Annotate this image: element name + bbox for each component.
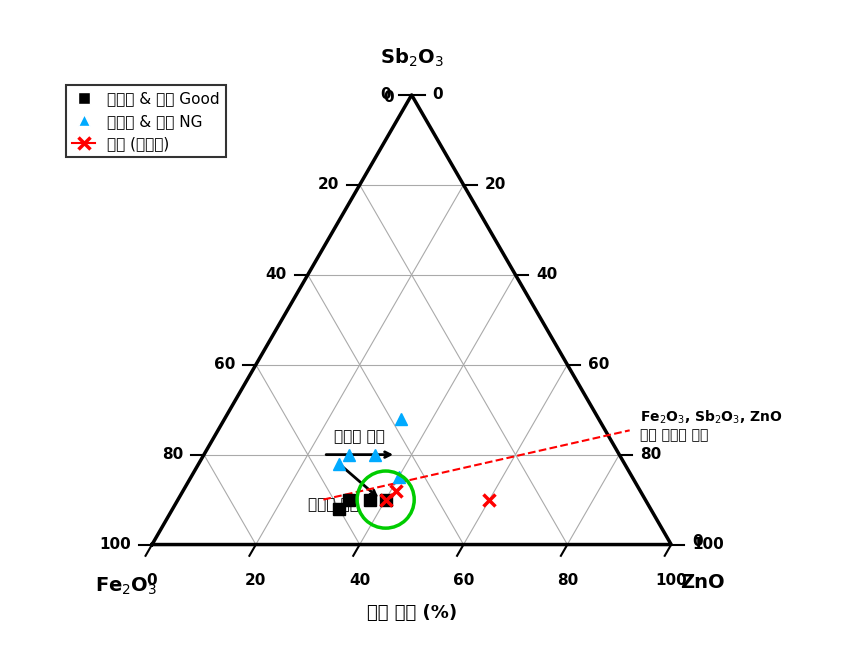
Text: 100: 100 [692,537,723,552]
Text: 20: 20 [484,178,506,193]
Text: 60: 60 [214,357,235,372]
Text: 0: 0 [381,88,391,103]
Text: 내수성 향상: 내수성 향상 [308,497,360,512]
Text: 80: 80 [162,447,183,462]
Text: 80: 80 [557,573,578,588]
Text: Fe$_2$O$_3$, Sb$_2$O$_3$, ZnO
최적 함량비 영역: Fe$_2$O$_3$, Sb$_2$O$_3$, ZnO 최적 함량비 영역 [640,408,782,442]
Text: 0: 0 [383,90,393,105]
Text: ZnO: ZnO [680,573,725,592]
Text: 내수성 향상: 내수성 향상 [334,429,385,444]
Text: 상대 분율 (%): 상대 분율 (%) [366,604,457,622]
Text: 20: 20 [317,178,339,193]
Text: 100: 100 [100,537,132,552]
Text: 40: 40 [536,267,558,282]
Text: 80: 80 [640,447,662,462]
Text: Sb$_2$O$_3$: Sb$_2$O$_3$ [380,46,443,69]
Text: 100: 100 [655,573,687,588]
Text: Fe$_2$O$_3$: Fe$_2$O$_3$ [95,576,157,597]
Text: 20: 20 [245,573,267,588]
Text: 0: 0 [147,573,157,588]
Text: 60: 60 [453,573,474,588]
Text: 40: 40 [349,573,371,588]
Text: 0: 0 [692,534,702,549]
Text: 60: 60 [588,357,609,372]
Legend: 유리화 & 소성 Good, 유리화 & 소성 NG, 실투 (결정화): 유리화 & 소성 Good, 유리화 & 소성 NG, 실투 (결정화) [66,85,226,157]
Text: 0: 0 [432,88,443,103]
Text: 40: 40 [266,267,287,282]
